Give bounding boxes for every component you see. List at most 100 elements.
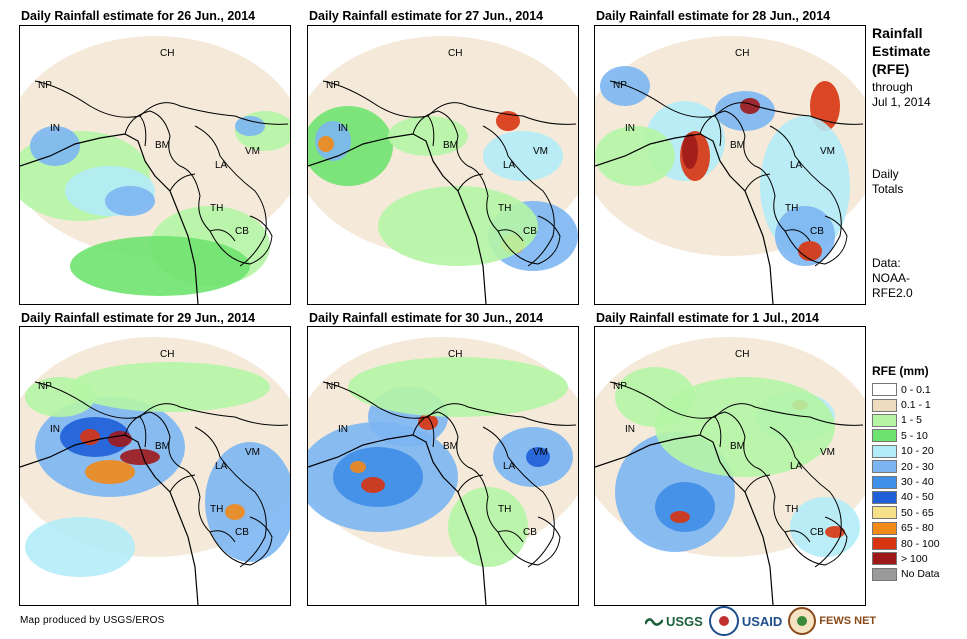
country-label-ch: CH <box>160 349 174 360</box>
rainfall-patch <box>670 511 690 523</box>
rainfall-patch <box>70 236 250 296</box>
country-border <box>194 125 267 267</box>
usgs-text: USGS <box>666 613 703 629</box>
country-label-la: LA <box>215 160 228 171</box>
legend-item: 50 - 65 <box>872 505 962 520</box>
country-label-cb: CB <box>810 226 824 237</box>
legend-label: 10 - 20 <box>901 445 934 458</box>
rainfall-patch <box>30 126 80 166</box>
legend-swatch <box>872 413 897 427</box>
country-border <box>427 115 484 192</box>
coastline <box>595 434 774 605</box>
country-label-ch: CH <box>448 349 462 360</box>
legend-swatch <box>872 521 897 535</box>
rainfall-patch <box>105 186 155 216</box>
sidebar-data-source: Data: NOAA- RFE2.0 <box>872 256 913 301</box>
country-border <box>139 115 196 192</box>
rainfall-patch <box>600 66 650 106</box>
legend-item: 1 - 5 <box>872 413 962 428</box>
legend-label: 30 - 40 <box>901 476 934 489</box>
country-border <box>194 426 267 568</box>
coastline <box>308 434 487 605</box>
legend-item: No Data <box>872 567 962 582</box>
legend-swatch <box>872 475 897 489</box>
country-label-la: LA <box>503 160 516 171</box>
title-line-1: Rainfall <box>872 25 923 41</box>
rainfall-patch <box>80 429 100 445</box>
legend-label: > 100 <box>901 552 928 565</box>
country-label-vm: VM <box>245 447 260 458</box>
rainfall-patch <box>361 477 385 493</box>
rainfall-map-1: CH NP IN BM LA VM TH CB <box>19 25 291 305</box>
country-label-np: NP <box>613 80 627 91</box>
country-border <box>482 125 555 267</box>
country-label-vm: VM <box>533 146 548 157</box>
map-graphic: CH NP IN BM LA VM TH CB <box>595 327 865 605</box>
legend-swatch <box>872 552 897 566</box>
agency-logos: USGS USAID FEWS NET <box>645 606 876 636</box>
through-label: through <box>872 80 913 94</box>
country-border <box>714 416 771 493</box>
legend-label: No Data <box>901 568 940 581</box>
country-border <box>209 516 273 566</box>
rainfall-patch <box>25 517 135 577</box>
through-date: Jul 1, 2014 <box>872 95 931 109</box>
country-label-th: TH <box>785 504 798 515</box>
legend-label: 65 - 80 <box>901 522 934 535</box>
country-label-ch: CH <box>735 349 749 360</box>
title-line-2: Estimate <box>872 43 931 59</box>
country-border <box>209 215 273 265</box>
country-label-cb: CB <box>810 527 824 538</box>
legend-item: 80 - 100 <box>872 536 962 551</box>
coastline <box>308 133 487 304</box>
legend-swatch <box>872 383 897 397</box>
coastline <box>20 133 199 304</box>
legend-label: 0 - 0.1 <box>901 383 931 396</box>
country-label-ch: CH <box>160 48 174 59</box>
rainfall-patch <box>388 116 468 156</box>
country-border <box>769 125 842 267</box>
rainfall-patch <box>378 186 538 266</box>
legend-swatch <box>872 537 897 551</box>
country-label-in: IN <box>50 123 60 134</box>
country-border <box>714 115 771 192</box>
legend-item: 20 - 30 <box>872 459 962 474</box>
rainfall-patch <box>108 431 132 447</box>
panel-title-1: Daily Rainfall estimate for 26 Jun., 201… <box>21 9 256 23</box>
rainfall-patch <box>825 526 845 538</box>
rainfall-patch <box>70 362 270 412</box>
map-graphic: CH NP IN BM LA VM TH CB <box>308 26 578 304</box>
country-label-np: NP <box>613 381 627 392</box>
rainfall-patch <box>348 357 568 417</box>
legend-item: 0.1 - 1 <box>872 397 962 412</box>
rainfall-patch <box>85 460 135 484</box>
title-line-3: (RFE) <box>872 61 910 77</box>
panel-title-4: Daily Rainfall estimate for 29 Jun., 201… <box>21 311 256 325</box>
country-label-cb: CB <box>523 226 537 237</box>
rainfall-patch <box>740 98 760 114</box>
country-border <box>609 80 864 125</box>
rainfall-patch <box>333 447 423 507</box>
map-graphic: CH NP IN BM LA VM TH CB <box>308 327 578 605</box>
country-border <box>609 381 864 426</box>
country-label-th: TH <box>498 504 511 515</box>
rainfall-patch <box>655 482 715 532</box>
country-label-bm: BM <box>730 140 745 151</box>
country-label-np: NP <box>38 80 52 91</box>
map-graphic: CH NP IN BM LA VM TH CB <box>20 327 290 605</box>
country-border <box>497 516 561 566</box>
legend-label: 50 - 65 <box>901 506 934 519</box>
country-label-cb: CB <box>235 527 249 538</box>
sidebar-title: Rainfall Estimate (RFE) through Jul 1, 2… <box>872 24 931 110</box>
usaid-text: USAID <box>741 613 783 629</box>
legend-label: 5 - 10 <box>901 429 928 442</box>
legend-item: 10 - 20 <box>872 444 962 459</box>
country-label-th: TH <box>210 504 223 515</box>
rainfall-patch <box>790 497 860 557</box>
country-label-in: IN <box>625 424 635 435</box>
legend-swatch <box>872 398 897 412</box>
legend-item: > 100 <box>872 551 962 566</box>
legend-swatch <box>872 567 897 581</box>
legend-title: RFE (mm) <box>872 364 929 378</box>
country-label-bm: BM <box>155 441 170 452</box>
